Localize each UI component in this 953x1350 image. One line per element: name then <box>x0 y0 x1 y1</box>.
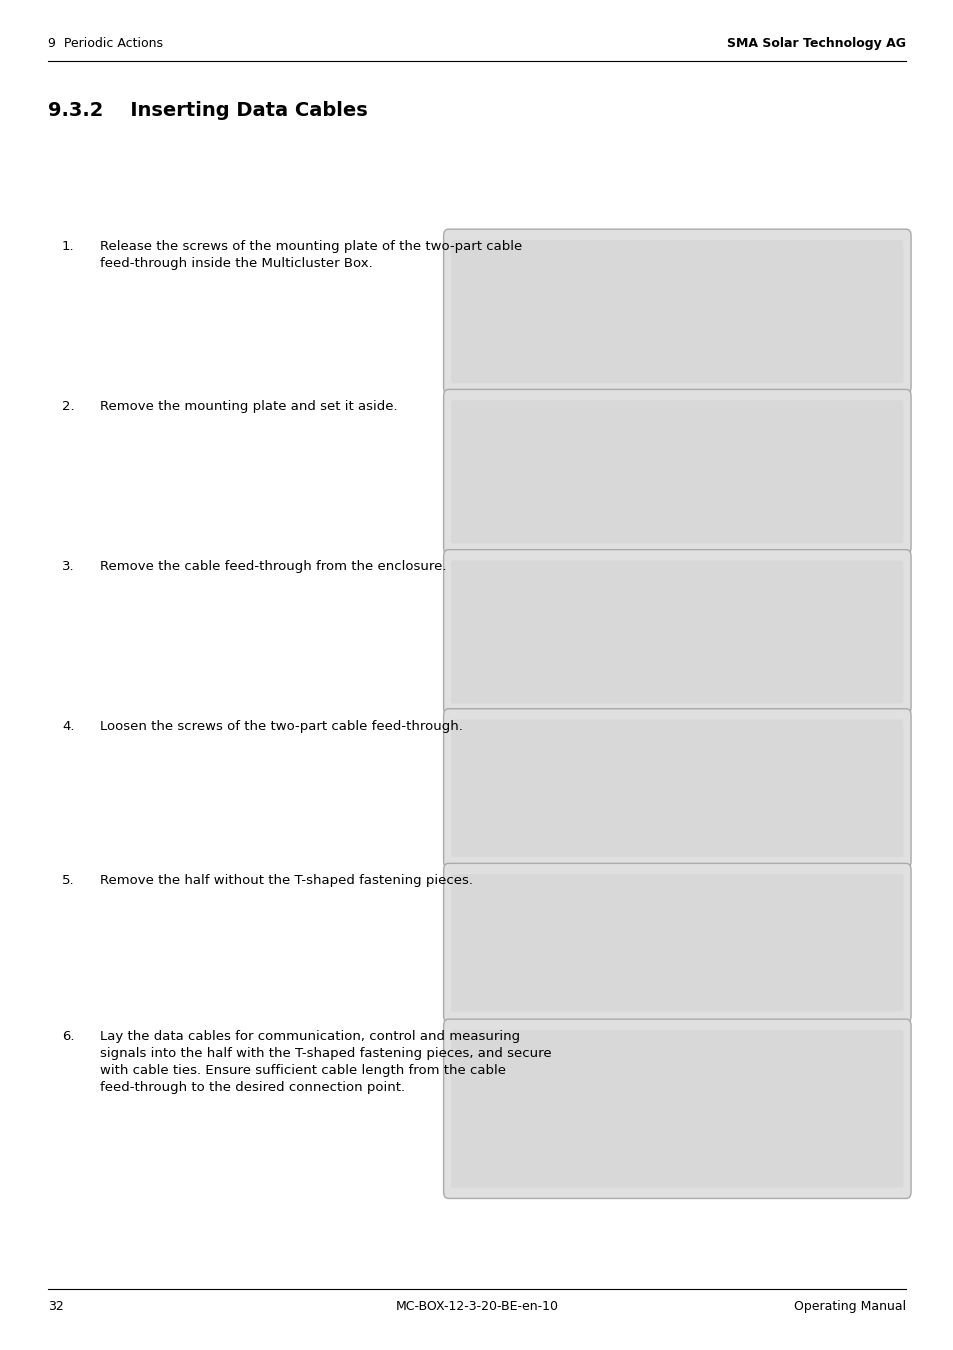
FancyBboxPatch shape <box>451 875 902 1011</box>
FancyBboxPatch shape <box>451 720 902 857</box>
Text: 2.: 2. <box>62 400 74 413</box>
FancyBboxPatch shape <box>443 549 910 714</box>
Text: Remove the mounting plate and set it aside.: Remove the mounting plate and set it asi… <box>100 400 397 413</box>
Text: Lay the data cables for communication, control and measuring
signals into the ha: Lay the data cables for communication, c… <box>100 1030 551 1094</box>
Text: Remove the cable feed-through from the enclosure.: Remove the cable feed-through from the e… <box>100 560 446 574</box>
Text: Remove the half without the T-shaped fastening pieces.: Remove the half without the T-shaped fas… <box>100 875 473 887</box>
Text: Operating Manual: Operating Manual <box>793 1300 905 1314</box>
Text: 4.: 4. <box>62 720 74 733</box>
FancyBboxPatch shape <box>451 1030 902 1188</box>
FancyBboxPatch shape <box>443 864 910 1022</box>
FancyBboxPatch shape <box>451 240 902 383</box>
Text: 6.: 6. <box>62 1030 74 1044</box>
Text: 5.: 5. <box>62 875 74 887</box>
FancyBboxPatch shape <box>443 389 910 554</box>
Text: MC-BOX-12-3-20-BE-en-10: MC-BOX-12-3-20-BE-en-10 <box>395 1300 558 1314</box>
Text: Loosen the screws of the two-part cable feed-through.: Loosen the screws of the two-part cable … <box>100 720 462 733</box>
Text: Release the screws of the mounting plate of the two-part cable
feed-through insi: Release the screws of the mounting plate… <box>100 240 522 270</box>
Text: 9  Periodic Actions: 9 Periodic Actions <box>48 36 163 50</box>
FancyBboxPatch shape <box>443 1019 910 1199</box>
Text: SMA Solar Technology AG: SMA Solar Technology AG <box>726 36 905 50</box>
Text: 3.: 3. <box>62 560 74 574</box>
Text: 1.: 1. <box>62 240 74 252</box>
FancyBboxPatch shape <box>451 400 902 544</box>
Text: 9.3.2    Inserting Data Cables: 9.3.2 Inserting Data Cables <box>48 101 367 120</box>
FancyBboxPatch shape <box>443 709 910 868</box>
FancyBboxPatch shape <box>443 230 910 394</box>
FancyBboxPatch shape <box>451 560 902 703</box>
Text: 32: 32 <box>48 1300 64 1314</box>
